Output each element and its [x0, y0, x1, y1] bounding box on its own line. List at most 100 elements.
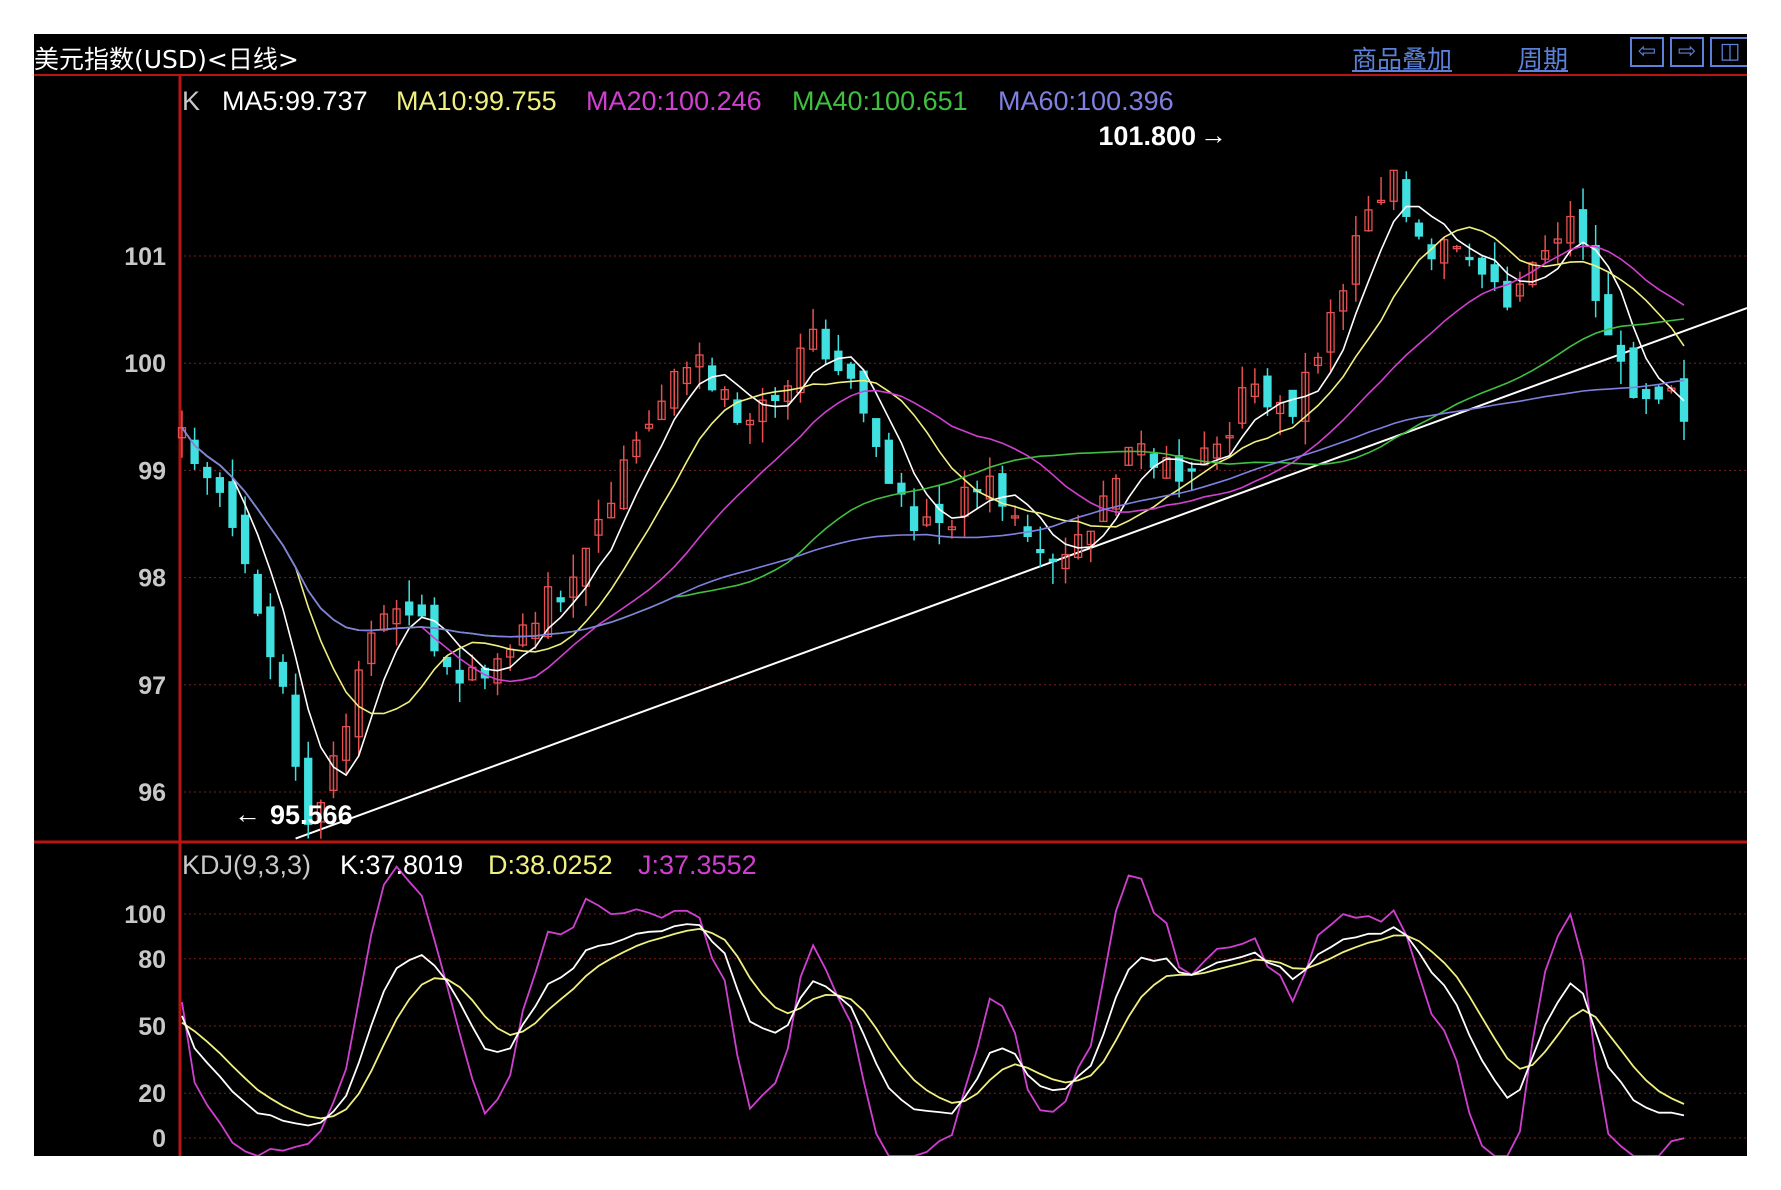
legend-ma60: MA60:100.396 [998, 86, 1174, 116]
candle-body [1364, 209, 1373, 232]
candle-body [1288, 389, 1297, 417]
arrow-left-icon[interactable]: ⇦ [1630, 37, 1664, 67]
layout-icon[interactable]: ◫ [1710, 37, 1747, 67]
candle-body [632, 439, 641, 458]
candle-body [1490, 264, 1499, 283]
candle-body [985, 475, 994, 500]
candle-body [1124, 446, 1133, 466]
window-title: 美元指数(USD)<日线> [34, 45, 299, 74]
kdj-k-line [181, 923, 1685, 1127]
legend-ma5: MA5:99.737 [222, 86, 368, 116]
candle-body [1010, 515, 1020, 519]
candle-body [1326, 311, 1335, 353]
candle-body [745, 419, 755, 426]
price-axis-tick: 100 [124, 350, 166, 378]
candle-body [606, 502, 616, 519]
candle-body [1591, 244, 1600, 301]
kdj-d-line [181, 927, 1685, 1120]
legend-kdj-name: KDJ(9,3,3) [182, 850, 311, 880]
candle-body [518, 624, 527, 646]
candle-body [1174, 455, 1184, 482]
candle-body [644, 423, 654, 429]
overlay-button[interactable]: 商品叠加 [1352, 45, 1453, 74]
high-arrow-icon: → [1200, 120, 1227, 150]
candle-body [808, 328, 818, 350]
legend-k: K [182, 86, 200, 116]
candle-body [1187, 468, 1196, 472]
ma40-line [181, 318, 1685, 638]
kdj-axis-tick: 100 [124, 901, 166, 929]
price-axis-tick: 99 [138, 457, 166, 485]
candle-body [1212, 443, 1222, 459]
candle-body [1641, 389, 1651, 400]
candle-body [1566, 215, 1575, 244]
candle-body [190, 439, 199, 465]
candle-body [846, 363, 856, 379]
high-price-label: 101.800 [1098, 121, 1196, 151]
candle-body [569, 576, 578, 598]
candle-body [1414, 222, 1424, 237]
candle-body [1389, 169, 1398, 202]
kdj-axis-tick: 80 [138, 946, 166, 974]
candle-body [998, 473, 1007, 507]
candle-body [834, 350, 843, 372]
candle-body [1452, 246, 1461, 250]
price-axis-tick: 98 [138, 565, 166, 593]
candle-body [215, 477, 225, 493]
trendline [295, 307, 1747, 840]
candle-body [1137, 443, 1146, 456]
candle-body [341, 726, 351, 761]
candle-body [543, 586, 553, 638]
candle-body [531, 622, 540, 640]
title-bar: 美元指数(USD)<日线> 商品叠加 周期 ⇦ ⇨ ◫ [34, 34, 1747, 76]
candle-body [1515, 283, 1525, 297]
candle-body [266, 606, 275, 658]
candle-body [619, 459, 628, 510]
arrow-right-icon[interactable]: ⇨ [1670, 37, 1704, 67]
candle-body [278, 661, 288, 687]
legend-ma20: MA20:100.246 [586, 86, 762, 116]
candle-body [682, 367, 692, 385]
svg-text:KDJ(9,3,3) K:37.8019: KDJ(9,3,3) K:37.8019 D:38.0252 J:37.3552 [182, 850, 757, 880]
candle-body [695, 354, 704, 368]
low-price-label: 95.566 [270, 800, 353, 830]
ma10-line [181, 226, 1685, 715]
candle-body [1629, 347, 1638, 398]
candle-body [417, 604, 426, 617]
candle-body [1465, 256, 1474, 261]
candle-body [442, 656, 452, 668]
period-button[interactable]: 周期 [1518, 45, 1569, 74]
candle-body [1578, 209, 1588, 244]
candle-body [1275, 401, 1285, 415]
candle-body [405, 601, 414, 616]
candle-body [1061, 553, 1070, 570]
candle-body [455, 669, 464, 684]
price-axis-tick: 96 [138, 779, 166, 807]
candle-body [228, 481, 237, 528]
candle-body [1086, 530, 1095, 546]
candle-body [1162, 456, 1171, 479]
candle-body [329, 755, 338, 791]
price-axis-tick: 97 [138, 672, 166, 700]
candle-body [1351, 235, 1360, 285]
candle-body [720, 389, 729, 400]
candle-body [304, 757, 313, 825]
candle-body [1654, 386, 1663, 400]
candle-body [1503, 280, 1512, 308]
legend-ma40: MA40:100.651 [792, 86, 968, 116]
low-arrow-icon: ← [234, 799, 261, 829]
ma20-line [181, 245, 1685, 683]
kdj-axis-tick: 50 [138, 1013, 166, 1041]
candle-body [1402, 179, 1411, 217]
ma5-line [181, 205, 1685, 777]
candle-body [1604, 294, 1613, 336]
candle-body [1250, 383, 1260, 398]
candle-body [909, 506, 919, 532]
candle-body [1225, 435, 1234, 439]
candle-body [947, 526, 957, 531]
candle-body [1376, 199, 1386, 204]
candle-body [253, 573, 262, 614]
candle-body [556, 597, 565, 603]
candle-body [1553, 238, 1562, 244]
candle-body [771, 394, 780, 402]
